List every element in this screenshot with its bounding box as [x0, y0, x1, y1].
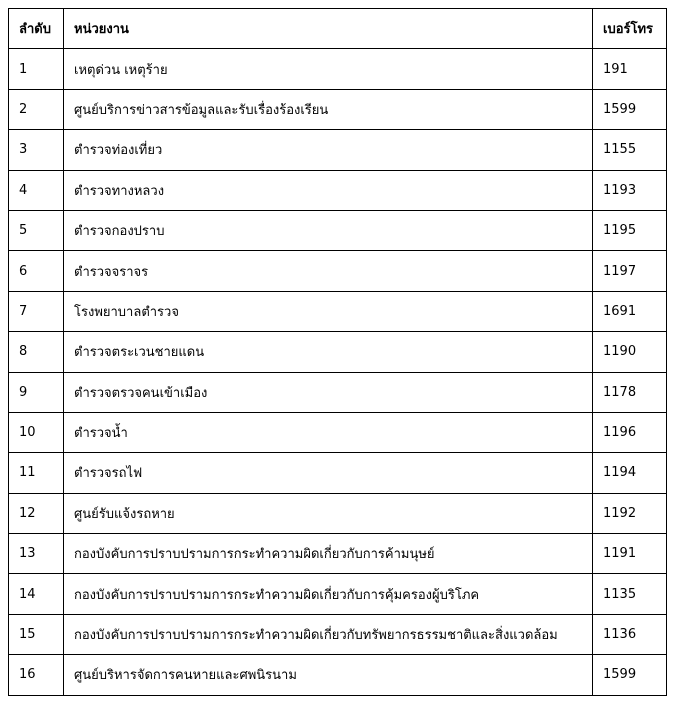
table-row: 8 ตำรวจตระเวนชายแดน 1190 [8, 331, 667, 373]
table-row: 7 โรงพยาบาลตำรวจ 1691 [8, 290, 667, 333]
row-number: 2 [8, 88, 64, 131]
agency: ตำรวจท่องเที่ยว [63, 129, 593, 171]
phone-number: 1135 [592, 573, 667, 615]
table-row: 1 เหตุด่วน เหตุร้าย 191 [8, 48, 667, 90]
agency: ตำรวจรถไฟ [63, 452, 593, 494]
phone-number: 1197 [592, 250, 667, 292]
phone-number: 1178 [592, 371, 667, 413]
phone-number: 1136 [592, 613, 667, 656]
header-cell: ลำดับ [8, 7, 64, 50]
agency: กองบังคับการปราบปรามการกระทำความผิดเกี่ย… [63, 613, 593, 656]
agency: ตำรวจตรวจคนเข้าเมือง [63, 371, 593, 413]
agency: ตำรวจน้ำ [63, 411, 593, 454]
agency: ศูนย์รับแจ้งรถหาย [63, 492, 593, 535]
phone-number: 1196 [592, 411, 667, 454]
agency: กองบังคับการปราบปรามการกระทำความผิดเกี่ย… [63, 533, 593, 575]
header-row: ลำดับ หน่วยงาน เบอร์โทร [8, 7, 667, 50]
agency: ตำรวจตระเวนชายแดน [63, 331, 593, 373]
row-number: 11 [8, 452, 64, 494]
phone-number: 1195 [592, 209, 667, 252]
row-number: 15 [8, 613, 64, 656]
agency: กองบังคับการปราบปรามการกระทำความผิดเกี่ย… [63, 573, 593, 615]
header-cell: หน่วยงาน [63, 7, 593, 50]
phone-number: 1190 [592, 331, 667, 373]
table-row: 16 ศูนย์บริหารจัดการคนหายและศพนิรนาม 1599 [8, 654, 667, 696]
table-row: 15 กองบังคับการปราบปรามการกระทำความผิดเกี… [8, 613, 667, 656]
phone-number: 1599 [592, 88, 667, 131]
table-row: 4 ตำรวจทางหลวง 1193 [8, 169, 667, 211]
agency: ตำรวจทางหลวง [63, 169, 593, 211]
row-number: 9 [8, 371, 64, 413]
header-cell: เบอร์โทร [592, 7, 667, 50]
agency: โรงพยาบาลตำรวจ [63, 290, 593, 333]
row-number: 12 [8, 492, 64, 535]
agency: ตำรวจกองปราบ [63, 209, 593, 252]
table-row: 11 ตำรวจรถไฟ 1194 [8, 452, 667, 494]
phone-number: 1191 [592, 533, 667, 575]
agency: ศูนย์บริหารจัดการคนหายและศพนิรนาม [63, 654, 593, 696]
phone-table: ลำดับ หน่วยงาน เบอร์โทร 1 เหตุด่วน เหตุร้าย… [8, 7, 667, 696]
row-number: 8 [8, 331, 64, 373]
agency: ศูนย์บริการข่าวสารข้อมูลและรับเรื่องร้อง… [63, 88, 593, 131]
table-row: 13 กองบังคับการปราบปรามการกระทำความผิดเกี… [8, 533, 667, 575]
table-row: 3 ตำรวจท่องเที่ยว 1155 [8, 129, 667, 171]
phone-number: 1192 [592, 492, 667, 535]
row-number: 6 [8, 250, 64, 292]
phone-number: 1599 [592, 654, 667, 696]
table-row: 9 ตำรวจตรวจคนเข้าเมือง 1178 [8, 371, 667, 413]
agency: ตำรวจจราจร [63, 250, 593, 292]
row-number: 4 [8, 169, 64, 211]
table-row: 6 ตำรวจจราจร 1197 [8, 250, 667, 292]
phone-number: 1691 [592, 290, 667, 333]
agency: เหตุด่วน เหตุร้าย [63, 48, 593, 90]
phone-number: 1193 [592, 169, 667, 211]
row-number: 7 [8, 290, 64, 333]
phone-number: 1194 [592, 452, 667, 494]
row-number: 3 [8, 129, 64, 171]
table-row: 5 ตำรวจกองปราบ 1195 [8, 209, 667, 252]
table-row: 12 ศูนย์รับแจ้งรถหาย 1192 [8, 492, 667, 535]
phone-number: 191 [592, 48, 667, 90]
table-row: 2 ศูนย์บริการข่าวสารข้อมูลและรับเรื่องร้อ… [8, 88, 667, 131]
row-number: 14 [8, 573, 64, 615]
row-number: 13 [8, 533, 64, 575]
table-row: 10 ตำรวจน้ำ 1196 [8, 411, 667, 454]
phone-number: 1155 [592, 129, 667, 171]
row-number: 16 [8, 654, 64, 696]
row-number: 5 [8, 209, 64, 252]
table-row: 14 กองบังคับการปราบปรามการกระทำความผิดเกี… [8, 573, 667, 615]
row-number: 10 [8, 411, 64, 454]
row-number: 1 [8, 48, 64, 90]
